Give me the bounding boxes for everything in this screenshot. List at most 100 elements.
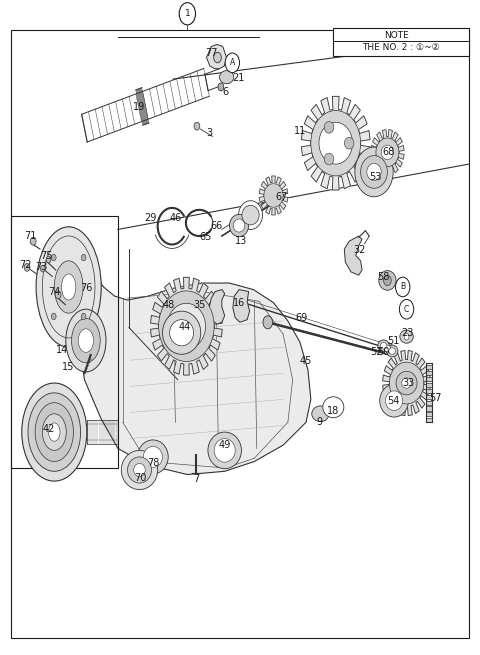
Ellipse shape [376,138,399,167]
Circle shape [399,299,414,319]
Circle shape [225,53,240,73]
Text: 3: 3 [206,128,212,138]
Ellipse shape [208,432,241,469]
Ellipse shape [324,153,334,165]
Text: 53: 53 [369,172,381,182]
Ellipse shape [367,164,381,180]
Ellipse shape [242,205,259,225]
Text: 33: 33 [402,378,415,388]
Text: 57: 57 [429,393,442,403]
Text: 51: 51 [387,335,399,346]
Text: 9: 9 [316,417,322,427]
Text: 67: 67 [276,192,288,202]
Ellipse shape [144,447,162,468]
Circle shape [229,59,234,66]
Ellipse shape [227,54,236,70]
Polygon shape [151,277,222,375]
Text: 42: 42 [42,424,55,434]
Circle shape [404,333,409,340]
Text: 65: 65 [199,233,212,242]
Text: THE NO. 2 : ①~②: THE NO. 2 : ①~② [362,43,440,52]
Circle shape [214,52,221,63]
Circle shape [218,83,224,91]
Ellipse shape [389,362,424,404]
Bar [426,412,432,417]
Ellipse shape [134,464,145,477]
Ellipse shape [323,397,344,418]
Text: 78: 78 [147,458,159,468]
Circle shape [384,275,391,286]
Text: 46: 46 [169,213,181,223]
Polygon shape [371,130,404,175]
Text: 72: 72 [19,261,32,271]
Text: 1: 1 [184,9,190,18]
Bar [426,383,432,387]
Ellipse shape [35,403,73,462]
Ellipse shape [233,219,245,232]
Circle shape [51,313,56,320]
Text: A: A [230,58,235,67]
Circle shape [40,265,45,272]
Ellipse shape [169,320,193,346]
Text: 19: 19 [133,102,145,111]
Circle shape [24,263,30,271]
Text: 13: 13 [235,236,247,246]
Bar [426,377,432,381]
Text: 45: 45 [300,356,312,367]
Ellipse shape [162,311,201,354]
Bar [426,365,432,369]
Ellipse shape [386,345,398,357]
Polygon shape [75,248,311,475]
Text: 48: 48 [163,299,175,310]
Circle shape [46,256,51,263]
Text: 68: 68 [382,147,395,157]
Ellipse shape [396,371,417,395]
Ellipse shape [66,309,106,372]
Ellipse shape [72,318,100,363]
Text: 50: 50 [377,347,390,358]
Text: 23: 23 [401,328,414,338]
Bar [11,216,118,468]
Text: 69: 69 [295,312,307,323]
Bar [426,400,432,405]
Ellipse shape [61,274,76,300]
Ellipse shape [158,291,214,362]
Ellipse shape [378,340,389,352]
Text: 15: 15 [61,362,74,372]
Bar [426,389,432,393]
Ellipse shape [311,111,360,176]
Ellipse shape [22,383,87,481]
Polygon shape [344,236,362,275]
Text: 76: 76 [80,283,92,293]
Circle shape [55,291,61,299]
Ellipse shape [344,138,354,149]
Text: 54: 54 [387,396,399,405]
Ellipse shape [138,440,168,474]
Text: 35: 35 [193,299,205,310]
Ellipse shape [385,391,403,411]
Polygon shape [301,96,370,190]
Circle shape [81,254,86,261]
Text: 6: 6 [223,87,228,97]
Ellipse shape [379,271,396,290]
Ellipse shape [312,406,329,422]
Text: 7: 7 [193,474,199,484]
Text: 52: 52 [370,347,383,358]
Ellipse shape [54,261,83,313]
Polygon shape [209,290,225,324]
Text: 44: 44 [179,322,191,333]
Ellipse shape [78,329,94,352]
Ellipse shape [402,378,411,388]
Text: 74: 74 [48,286,60,297]
Text: 58: 58 [377,272,390,282]
Text: C: C [404,305,409,314]
Text: 75: 75 [40,251,52,261]
Ellipse shape [239,200,263,229]
Ellipse shape [176,314,197,338]
Text: 11: 11 [294,126,306,136]
Ellipse shape [128,457,152,483]
Ellipse shape [319,122,352,164]
Text: 32: 32 [353,246,366,255]
Text: 18: 18 [327,406,339,416]
Ellipse shape [360,156,387,188]
